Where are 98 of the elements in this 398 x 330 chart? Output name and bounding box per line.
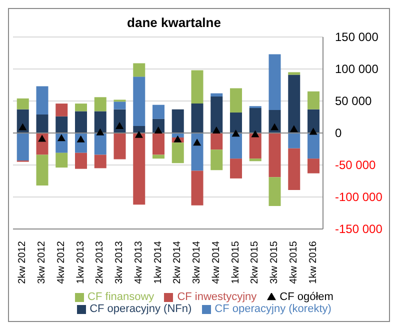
bar — [288, 148, 300, 190]
x-tick-label: 2kw 2015 — [250, 240, 261, 284]
legend-label: CF inwestycyjny — [177, 291, 257, 303]
bar — [308, 158, 320, 174]
x-tick-label: 2kw 2013 — [94, 240, 106, 284]
y-tick-label: 0 — [335, 126, 342, 140]
bar — [36, 154, 48, 186]
bar — [152, 133, 164, 155]
bar — [94, 154, 106, 168]
bar — [308, 91, 320, 110]
legend-label: CF operacyjny (NFn) — [90, 303, 192, 315]
y-tick-label: -150 000 — [335, 222, 383, 236]
bar — [308, 109, 320, 133]
point — [38, 134, 46, 142]
bar — [249, 133, 262, 159]
bar — [114, 109, 126, 133]
bar — [133, 126, 146, 133]
x-tick-label: 4kw 2014 — [210, 240, 222, 284]
bar — [133, 76, 146, 126]
bar — [249, 158, 262, 162]
x-tick-label: 4kw 2012 — [56, 240, 67, 284]
bar — [268, 133, 281, 178]
y-tick-label: -50 000 — [335, 158, 376, 172]
y-tick-label: 100 000 — [335, 62, 379, 76]
bar — [191, 104, 204, 133]
bar — [16, 133, 29, 161]
point — [251, 130, 260, 138]
x-tick-label: 4kw 2015 — [288, 240, 300, 284]
bar — [133, 63, 146, 77]
bar — [75, 152, 87, 169]
bar — [210, 133, 223, 150]
x-tick-label: 4kw 2013 — [133, 240, 144, 284]
point — [134, 130, 143, 138]
bar — [75, 111, 87, 133]
point — [212, 126, 220, 134]
legend-label: CF ogółem — [280, 291, 334, 303]
point — [309, 128, 318, 135]
point — [76, 135, 85, 142]
bar — [230, 158, 242, 178]
bar — [16, 109, 29, 133]
chart-title: dane kwartalne — [126, 15, 222, 30]
bar — [230, 112, 242, 133]
bar — [249, 108, 262, 133]
bar — [94, 133, 106, 155]
point — [57, 134, 66, 142]
bar — [210, 96, 223, 133]
point — [232, 130, 240, 137]
x-tick-label: 1kw 2015 — [230, 240, 242, 284]
bar — [172, 142, 184, 164]
x-tick-label: 3kw 2012 — [36, 240, 48, 284]
bar — [56, 116, 68, 133]
bar — [114, 133, 126, 160]
bar — [152, 104, 164, 119]
bar — [268, 110, 281, 133]
legend-label: CF operacyjny (korekty) — [214, 303, 332, 315]
bar — [268, 177, 281, 206]
point — [270, 123, 279, 130]
x-tick-label: 1kw 2016 — [308, 240, 319, 284]
bar — [16, 98, 29, 110]
x-tick-label: 1kw 2013 — [75, 240, 86, 284]
legend-label: CF finansowy — [88, 291, 154, 303]
bar — [288, 72, 300, 75]
y-tick-label: 50 000 — [335, 94, 372, 108]
bar — [94, 97, 106, 112]
x-tick-label: 3kw 2015 — [269, 240, 280, 284]
bar — [56, 152, 68, 168]
bar — [36, 114, 48, 133]
x-tick-label: 2kw 2014 — [172, 240, 184, 284]
bar — [191, 70, 204, 104]
bar — [56, 104, 68, 116]
bar — [288, 133, 300, 148]
point — [96, 128, 104, 136]
bar — [114, 102, 126, 110]
y-tick-label: -100 000 — [335, 190, 383, 204]
point — [18, 123, 27, 130]
bar — [191, 133, 204, 171]
bar — [152, 154, 164, 159]
point — [116, 122, 124, 129]
bar — [210, 93, 223, 97]
bar — [288, 74, 300, 133]
bar — [210, 150, 223, 170]
bar — [36, 86, 48, 114]
bar — [94, 111, 106, 133]
x-tick-label: 3kw 2013 — [114, 240, 126, 284]
bar — [230, 88, 242, 113]
bar — [191, 170, 204, 206]
x-tick-label: 2kw 2012 — [17, 240, 28, 284]
bar — [75, 104, 87, 112]
y-tick-label: 150 000 — [335, 30, 379, 44]
bar — [133, 133, 146, 205]
bar — [172, 109, 184, 133]
x-tick-label: 1kw 2014 — [152, 240, 164, 284]
bar — [268, 54, 281, 110]
point — [193, 138, 202, 146]
x-tick-label: 3kw 2014 — [192, 240, 203, 284]
bar — [308, 133, 320, 159]
point — [290, 125, 298, 132]
bar — [230, 133, 242, 159]
